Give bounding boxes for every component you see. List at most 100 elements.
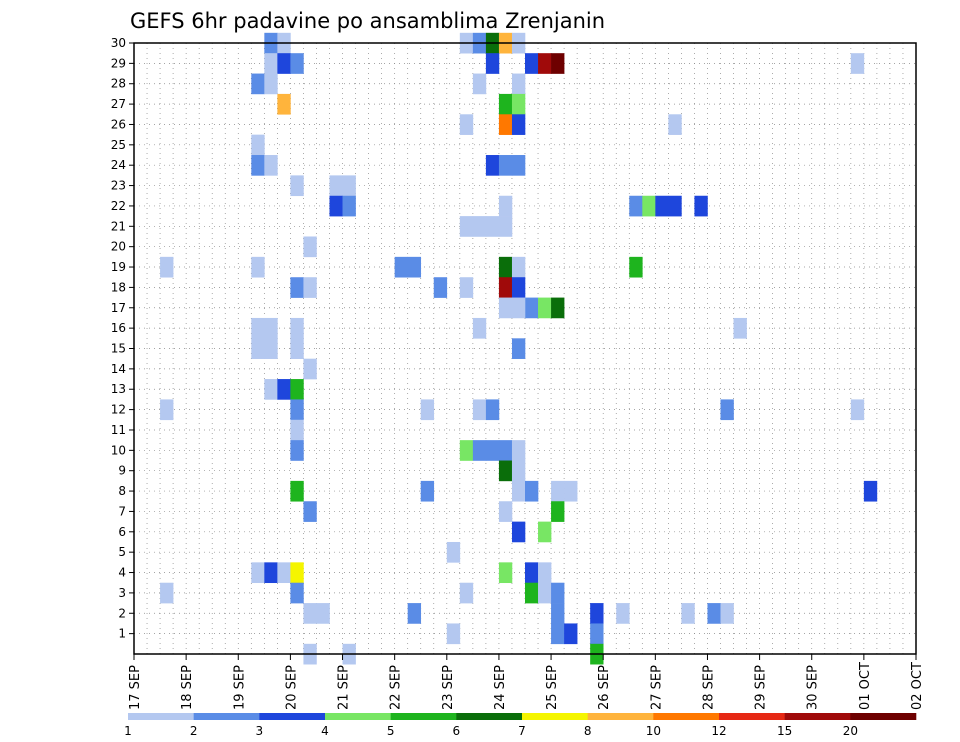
- precip-cell: [564, 623, 578, 645]
- precip-cell: [511, 460, 526, 482]
- precip-cell: [407, 256, 422, 278]
- precip-cell: [564, 480, 578, 502]
- precip-cell: [525, 480, 539, 502]
- legend-swatch: [193, 713, 260, 720]
- precip-cell: [264, 53, 278, 74]
- y-tick-label: 16: [111, 321, 126, 335]
- precip-cell: [459, 216, 474, 237]
- precip-cell: [720, 603, 734, 624]
- legend-swatch: [522, 713, 588, 720]
- precip-cell: [251, 317, 265, 339]
- legend-swatch: [128, 713, 194, 720]
- precip-cell: [407, 603, 422, 624]
- precip-cell: [472, 216, 487, 237]
- precip-cell: [290, 175, 304, 197]
- precip-cell: [511, 338, 526, 359]
- y-tick-label: 14: [111, 362, 126, 376]
- axes: 1234567891011121314151617181920212223242…: [111, 36, 925, 710]
- chart-title: GEFS 6hr padavine po ansamblima Zrenjani…: [130, 9, 605, 33]
- y-tick-label: 27: [111, 97, 126, 111]
- precip-cell: [498, 277, 513, 298]
- y-tick-label: 11: [111, 423, 126, 437]
- precip-cell: [264, 379, 278, 400]
- precip-cell: [538, 562, 552, 584]
- legend-swatch: [456, 713, 523, 720]
- precip-cell: [459, 114, 474, 135]
- precip-cell: [498, 562, 513, 584]
- precip-cell: [511, 114, 526, 135]
- y-tick-label: 15: [111, 342, 126, 356]
- precip-cell: [511, 277, 526, 298]
- precip-cell: [420, 399, 435, 421]
- precip-cell: [251, 338, 265, 359]
- precip-cell: [459, 277, 474, 298]
- x-tick-label: 19 SEP: [232, 665, 247, 710]
- precip-cell: [394, 256, 408, 278]
- precip-cell: [629, 195, 643, 217]
- precip-cell: [498, 440, 513, 461]
- precip-cell: [538, 53, 552, 74]
- precip-cell: [655, 195, 669, 217]
- precip-cell: [277, 93, 291, 115]
- precip-cell: [485, 399, 500, 421]
- y-tick-label: 3: [118, 586, 126, 600]
- precip-cell: [264, 562, 278, 584]
- x-tick-label: 18 SEP: [180, 665, 195, 710]
- precip-cell: [277, 53, 291, 74]
- legend-label: 20: [843, 724, 858, 738]
- precip-cell: [850, 399, 865, 421]
- precip-cell: [707, 603, 721, 624]
- precip-cell: [551, 297, 565, 319]
- precip-cell: [290, 379, 304, 400]
- precip-cell: [642, 195, 656, 217]
- precip-cell: [590, 623, 604, 645]
- precip-cell: [616, 603, 630, 624]
- y-tick-label: 8: [118, 484, 126, 498]
- precip-cell: [160, 399, 174, 421]
- precip-cell: [498, 195, 513, 217]
- y-tick-label: 9: [118, 464, 126, 478]
- precip-cell: [264, 73, 278, 95]
- legend-label: 8: [584, 724, 592, 738]
- x-tick-label: 17 SEP: [128, 665, 143, 710]
- precip-cell: [511, 440, 526, 461]
- y-tick-label: 25: [111, 138, 126, 152]
- y-tick-label: 22: [111, 199, 126, 213]
- precip-cell: [525, 53, 539, 74]
- precip-cell: [511, 155, 526, 176]
- y-tick-label: 26: [111, 117, 126, 131]
- precip-cell: [498, 297, 513, 319]
- y-tick-label: 1: [118, 627, 126, 641]
- legend-label: 6: [453, 724, 461, 738]
- precip-cell: [251, 562, 265, 584]
- precip-cell: [590, 603, 604, 624]
- precip-cell: [290, 399, 304, 421]
- legend-label: 15: [777, 724, 792, 738]
- y-tick-label: 7: [118, 504, 126, 518]
- precip-cell: [498, 93, 513, 115]
- x-tick-label: 21 SEP: [337, 665, 352, 710]
- legend-swatch: [259, 713, 326, 720]
- x-tick-label: 28 SEP: [701, 665, 716, 710]
- x-tick-label: 29 SEP: [754, 665, 769, 710]
- legend-swatch: [850, 713, 917, 720]
- precip-cell: [472, 440, 487, 461]
- precip-cell: [342, 195, 356, 217]
- legend-swatch: [325, 713, 391, 720]
- y-tick-label: 20: [111, 240, 126, 254]
- precip-cell: [498, 155, 513, 176]
- x-tick-label: 02 OCT: [910, 662, 925, 710]
- y-tick-label: 23: [111, 179, 126, 193]
- y-tick-label: 10: [111, 443, 126, 457]
- precip-cell: [290, 582, 304, 604]
- precip-cell: [329, 175, 343, 197]
- precip-cell: [485, 440, 500, 461]
- precip-cell: [446, 623, 461, 645]
- legend-label: 5: [387, 724, 395, 738]
- precip-cell: [538, 582, 552, 604]
- x-tick-label: 25 SEP: [545, 665, 560, 710]
- y-tick-label: 4: [118, 566, 126, 580]
- precip-cell: [485, 216, 500, 237]
- precip-cell: [290, 277, 304, 298]
